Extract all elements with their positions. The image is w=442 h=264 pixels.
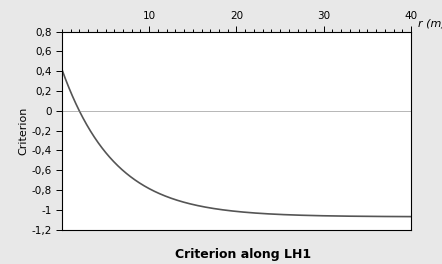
Y-axis label: Criterion: Criterion — [18, 106, 28, 155]
Text: r (m): r (m) — [418, 19, 442, 29]
Text: Criterion along LH1: Criterion along LH1 — [175, 248, 311, 261]
